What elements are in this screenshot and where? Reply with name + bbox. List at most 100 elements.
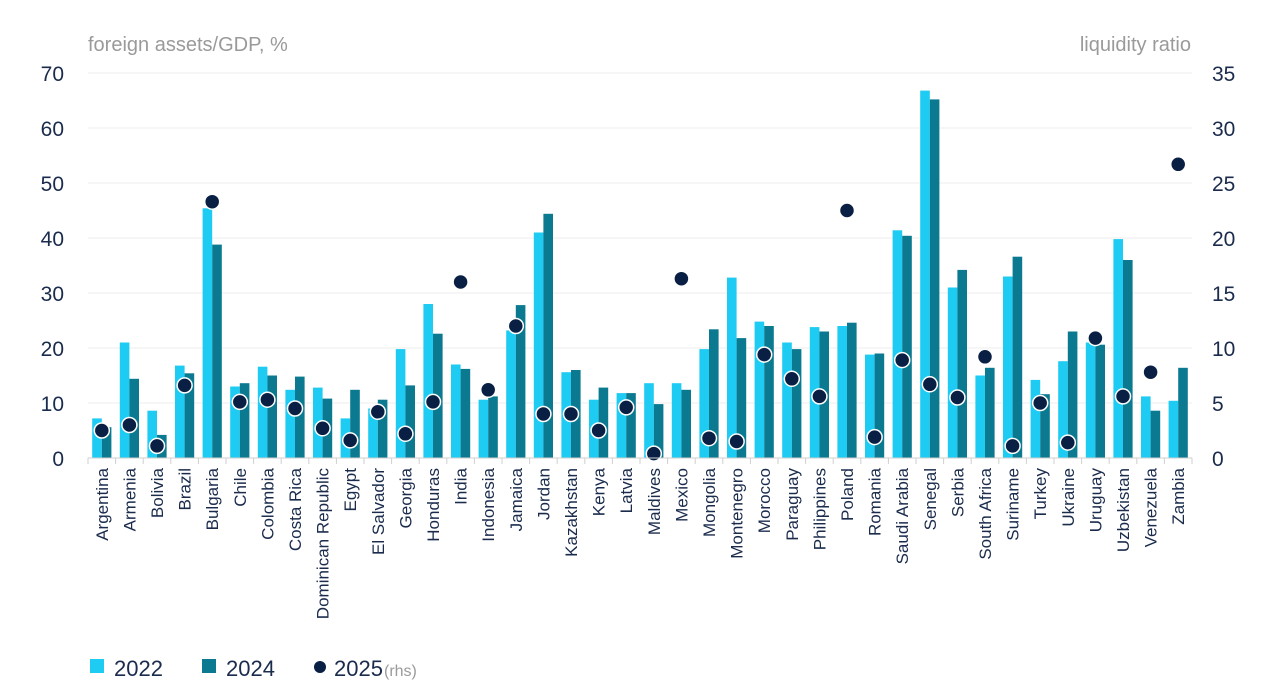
left-tick-label: 20 <box>41 338 64 361</box>
legend: 2022 2024 2025 (rhs) <box>90 656 417 681</box>
bar-2022-indonesia <box>478 399 489 458</box>
category-label-colombia: Colombia <box>258 467 277 539</box>
bar-2022-zambia <box>1168 400 1179 458</box>
category-label-el-salvador: El Salvador <box>369 468 388 555</box>
category-label-paraguay: Paraguay <box>783 468 802 541</box>
category-label-bulgaria: Bulgaria <box>203 467 222 530</box>
bar-2022-venezuela <box>1141 396 1151 458</box>
bar-2024-uruguay <box>1095 344 1105 458</box>
bar-2024-brazil <box>184 373 195 458</box>
right-tick-label: 35 <box>1212 63 1235 86</box>
dot-2025-el-salvador <box>369 403 387 421</box>
dot-2025-argentina <box>93 422 111 439</box>
gridlines <box>88 72 1192 404</box>
dot-2025-georgia <box>397 425 414 443</box>
left-tick-label: 40 <box>41 228 64 251</box>
category-label-zambia: Zambia <box>1169 467 1188 524</box>
bar-2024-el-salvador <box>377 399 388 458</box>
bar-2024-egypt <box>350 389 360 458</box>
bar-2022-montenegro <box>727 277 737 458</box>
bar-2022-costa-rica <box>285 389 295 458</box>
left-tick-label: 30 <box>41 283 64 306</box>
bar-2024-senegal <box>929 99 940 459</box>
dot-2025-morocco <box>755 346 773 363</box>
category-label-india: India <box>452 467 471 504</box>
bar-2024-romania <box>874 353 885 458</box>
bar-2024-morocco <box>764 326 774 458</box>
dots-group <box>93 156 1187 462</box>
bar-2022-morocco <box>754 321 765 458</box>
left-tick-label: 70 <box>41 63 64 86</box>
dot-2025-poland <box>838 202 856 219</box>
dot-2025-uzbekistan <box>1114 388 1132 405</box>
left-tick-label: 10 <box>41 393 64 416</box>
dot-2025-paraguay <box>783 370 801 388</box>
category-label-brazil: Brazil <box>176 468 195 511</box>
dot-2025-indonesia <box>479 381 497 399</box>
category-label-argentina: Argentina <box>93 467 112 540</box>
bar-2022-brazil <box>175 365 185 458</box>
dot-2025-mongolia <box>700 429 718 447</box>
bar-2022-mongolia <box>699 349 709 458</box>
category-label-mexico: Mexico <box>672 468 691 522</box>
dot-2025-bulgaria <box>203 193 221 210</box>
dot-2025-brazil <box>176 377 193 394</box>
right-axis-title: liquidity ratio <box>1080 34 1191 56</box>
bar-2022-poland <box>837 326 847 458</box>
category-label-romania: Romania <box>866 467 885 536</box>
bar-2022-bulgaria <box>202 208 213 458</box>
dot-2025-south-africa <box>976 348 994 366</box>
category-label-honduras: Honduras <box>424 468 443 542</box>
bar-2024-uzbekistan <box>1123 260 1133 458</box>
dot-2025-mexico <box>673 270 690 287</box>
bar-2024-turkey <box>1040 394 1050 458</box>
dot-2025-philippines <box>811 388 828 405</box>
dot-2025-saudi-arabia <box>893 351 911 369</box>
dot-2025-kazakhstan <box>562 405 580 423</box>
bar-2022-armenia <box>119 342 130 458</box>
dot-2025-bolivia <box>148 437 166 455</box>
bar-2024-bulgaria <box>212 244 222 458</box>
bar-2024-jordan <box>543 213 553 458</box>
bar-2022-georgia <box>395 349 406 458</box>
dot-2025-kenya <box>590 422 607 439</box>
bar-2024-india <box>460 368 471 458</box>
bar-2022-latvia <box>616 393 627 458</box>
bar-2022-paraguay <box>782 342 792 458</box>
dot-2025-egypt <box>341 432 359 449</box>
right-tick-label: 10 <box>1212 338 1235 361</box>
bar-2022-uzbekistan <box>1113 239 1123 458</box>
bar-2022-turkey <box>1030 379 1041 458</box>
bar-2024-jamaica <box>515 305 526 458</box>
bar-2024-montenegro <box>736 338 747 458</box>
bar-2024-maldives <box>653 404 664 458</box>
dot-2025-chile <box>231 393 249 411</box>
dot-2025-honduras <box>424 393 442 411</box>
dot-2025-jordan <box>535 405 552 423</box>
bar-2024-venezuela <box>1150 410 1161 458</box>
legend-label-2022: 2022 <box>114 656 163 681</box>
bar-2024-costa-rica <box>295 376 305 458</box>
category-label-uzbekistan: Uzbekistan <box>1114 468 1133 552</box>
bar-2022-jordan <box>533 232 544 458</box>
legend-note-rhs: (rhs) <box>384 663 417 680</box>
bar-2022-maldives <box>644 383 654 458</box>
category-label-latvia: Latvia <box>617 467 636 513</box>
right-tick-label: 20 <box>1212 228 1235 251</box>
category-label-venezuela: Venezuela <box>1142 467 1161 547</box>
dot-2025-latvia <box>617 399 635 416</box>
bar-2024-ukraine <box>1067 331 1078 458</box>
bar-2022-uruguay <box>1085 342 1096 458</box>
category-label-uruguay: Uruguay <box>1086 468 1105 533</box>
category-label-jamaica: Jamaica <box>507 467 526 531</box>
axes-group: 0 10 20 30 40 50 60 70 0 5 10 15 20 25 30 35 Argentina Ar… <box>41 63 1236 619</box>
bar-2024-mongolia <box>709 329 719 458</box>
category-label-maldives: Maldives <box>645 468 664 535</box>
bar-2024-indonesia <box>488 396 498 458</box>
dot-2025-ukraine <box>1059 434 1077 451</box>
category-label-mongolia: Mongolia <box>700 467 719 537</box>
bar-2024-chile <box>239 383 250 458</box>
category-label-dominican-republic: Dominican Republic <box>314 468 333 620</box>
category-label-egypt: Egypt <box>341 468 360 512</box>
